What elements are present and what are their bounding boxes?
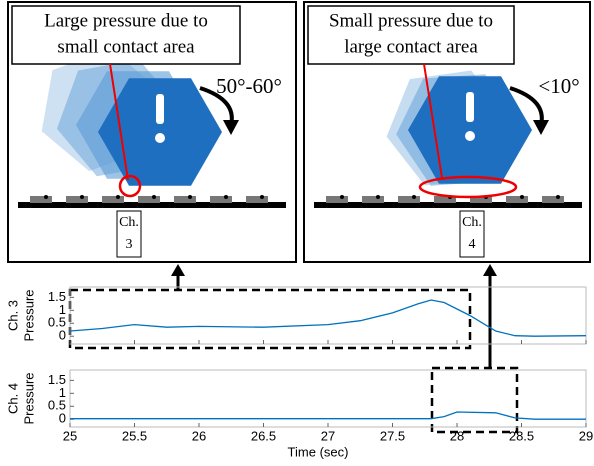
sensor-dot — [260, 195, 264, 199]
x-tick-label: 25.5 — [122, 428, 147, 443]
x-axis-label: Time (sec) — [288, 444, 349, 459]
sensor — [326, 196, 348, 203]
y-tick-label: 0.5 — [48, 315, 66, 330]
callout-text: Small pressure due to — [329, 10, 493, 31]
callout-box — [11, 5, 241, 65]
sensor — [362, 196, 384, 203]
channel-label: Ch. — [119, 215, 139, 230]
sensor — [542, 196, 564, 203]
sensor — [30, 196, 52, 203]
hexagon — [98, 78, 222, 186]
callout-text: Large pressure due to — [44, 10, 208, 31]
sensor-dot — [556, 195, 560, 199]
sensor-dot — [80, 195, 84, 199]
callout-text: large contact area — [344, 36, 478, 57]
y-axis-label: Ch. 3 — [5, 300, 20, 331]
y-tick-label: 0 — [59, 411, 66, 426]
sensor — [174, 196, 196, 203]
pointer — [109, 63, 129, 181]
angle-label: 50°-60° — [216, 74, 282, 98]
exclamation-dot — [155, 133, 165, 143]
contact-mark — [418, 175, 518, 199]
y-tick-label: 1.5 — [48, 372, 66, 387]
sensor — [470, 196, 492, 203]
x-tick-label: 27 — [321, 428, 335, 443]
channel-box — [459, 210, 485, 258]
y-tick-label: 0 — [59, 328, 66, 343]
y-tick-label: 1 — [59, 302, 66, 317]
callout-text: small contact area — [57, 36, 195, 57]
plot-frame — [69, 286, 587, 345]
highlight-box — [68, 288, 472, 350]
sensor-dot — [44, 195, 48, 199]
y-axis-label: Pressure — [21, 372, 36, 424]
sensor-dot — [152, 195, 156, 199]
sensor-dot — [224, 195, 228, 199]
exclamation-dot — [465, 131, 475, 141]
highlight-box — [430, 366, 519, 434]
panel-frame — [303, 1, 591, 263]
exclamation — [466, 92, 474, 122]
rotation-arrow-head — [223, 120, 239, 135]
channel-label: 3 — [126, 237, 133, 252]
sensor-dot — [340, 195, 344, 199]
sensor-dot — [520, 195, 524, 199]
channel-box — [116, 210, 142, 258]
sensor-dot — [188, 195, 192, 199]
x-tick-label: 28 — [450, 428, 464, 443]
y-tick-label: 0.5 — [48, 398, 66, 413]
y-axis-label: Pressure — [21, 289, 36, 341]
arrow-head — [171, 264, 185, 276]
rotation-arrow-head — [533, 120, 549, 135]
x-tick-label: 29 — [579, 428, 593, 443]
x-tick-label: 26 — [192, 428, 206, 443]
arrow-head — [483, 264, 497, 276]
series-line — [70, 411, 586, 420]
x-tick-label: 26.5 — [251, 428, 276, 443]
exclamation — [156, 94, 164, 124]
callout-box — [307, 5, 515, 65]
x-tick-label: 28.5 — [509, 428, 534, 443]
contact-mark — [118, 174, 142, 198]
sensor-dot — [376, 195, 380, 199]
x-tick-label: 27.5 — [380, 428, 405, 443]
y-axis-label: Ch. 4 — [5, 383, 20, 414]
sensor — [434, 196, 456, 203]
sensor — [210, 196, 232, 203]
base-bar — [314, 202, 582, 208]
chart: 00.511.5 Ch. 3 Pressure — [5, 286, 587, 345]
y-tick-label: 1 — [59, 385, 66, 400]
sensor — [246, 196, 268, 203]
angle-label: <10° — [538, 74, 579, 98]
channel-label: 4 — [469, 237, 476, 252]
pointer — [423, 63, 443, 179]
panel-frame — [7, 1, 297, 263]
y-tick-label: 1.5 — [48, 289, 66, 304]
sensor — [138, 196, 160, 203]
x-tick-label: 25 — [63, 428, 77, 443]
sensor — [398, 196, 420, 203]
sensor-dot — [412, 195, 416, 199]
sensor — [102, 196, 124, 203]
sensor — [66, 196, 88, 203]
sensor-dot — [116, 195, 120, 199]
base-bar — [18, 202, 286, 208]
sensor — [506, 196, 528, 203]
channel-label: Ch. — [462, 215, 482, 230]
series-line — [69, 299, 587, 337]
